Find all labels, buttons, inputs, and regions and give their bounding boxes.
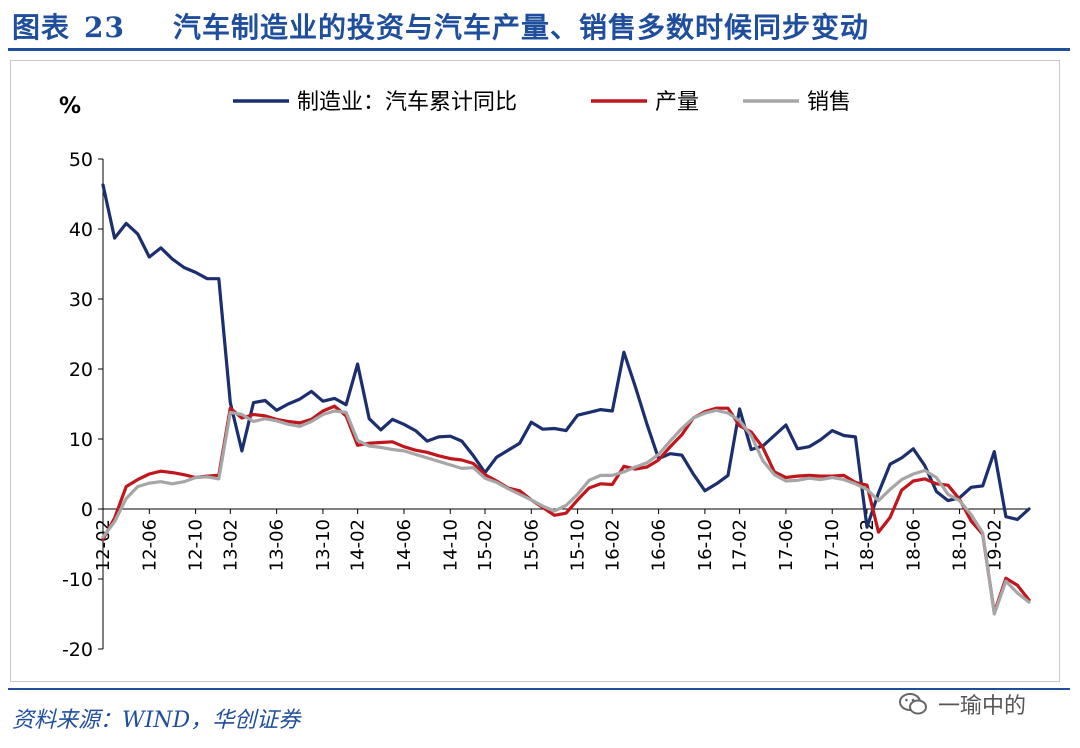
y-axis-label: % xyxy=(59,94,81,119)
x-tick-label: 15-10 xyxy=(568,519,589,571)
y-tick-label: -20 xyxy=(62,639,93,661)
watermark: 一瑜中的 xyxy=(898,688,1026,720)
x-tick-label: 16-10 xyxy=(695,519,716,571)
x-tick-label: 13-02 xyxy=(220,519,241,571)
wechat-icon xyxy=(899,693,927,715)
x-tick-label: 12-10 xyxy=(186,519,207,571)
y-tick-label: 0 xyxy=(81,499,93,521)
x-tick-label: 14-06 xyxy=(394,519,415,571)
x-tick-label: 12-02 xyxy=(93,519,114,571)
x-tick-label: 17-06 xyxy=(776,519,797,571)
title-divider xyxy=(8,48,1070,51)
x-tick-label: 13-06 xyxy=(267,519,288,571)
x-tick-label: 18-10 xyxy=(950,519,971,571)
series-line-2 xyxy=(101,404,1031,615)
x-tick-label: 14-02 xyxy=(348,519,369,571)
series-line-1 xyxy=(101,183,1031,529)
legend-label-3: 销售 xyxy=(807,90,851,115)
x-tick-label: 18-06 xyxy=(903,519,924,571)
x-tick-label: 15-06 xyxy=(521,519,542,571)
y-tick-label: 20 xyxy=(69,359,93,381)
y-tick-label: 10 xyxy=(69,429,93,451)
source-note: 资料来源：WIND，华创证券 xyxy=(12,708,301,733)
y-tick-label: 50 xyxy=(69,149,93,171)
y-tick-label: 30 xyxy=(69,289,93,311)
y-tick-label: 40 xyxy=(69,219,93,241)
x-tick-label: 17-10 xyxy=(822,519,843,571)
x-tick-label: 15-02 xyxy=(475,519,496,571)
series-line-3 xyxy=(101,408,1031,616)
figure-title: 图表 23 汽车制造业的投资与汽车产量、销售多数时候同步变动 xyxy=(12,6,869,46)
x-tick-label: 17-02 xyxy=(730,519,751,571)
x-tick-label: 16-02 xyxy=(602,519,623,571)
x-tick-label: 13-10 xyxy=(313,519,334,571)
x-tick-label: 14-10 xyxy=(440,519,461,571)
figure-label: 图表 xyxy=(12,11,71,44)
x-tick-label: 18-02 xyxy=(857,519,878,571)
figure-title-text: 汽车制造业的投资与汽车产量、销售多数时候同步变动 xyxy=(172,11,869,44)
y-tick-label: -10 xyxy=(62,569,93,591)
line-chart: -20 -10 0 10 20 30 40 50% 12-02 12-06 12-10 13-02 13… xyxy=(59,90,1031,661)
x-tick-label: 16-06 xyxy=(649,519,670,571)
legend-label-1: 制造业：汽车累计同比 xyxy=(297,90,517,115)
x-tick-label: 19-02 xyxy=(984,519,1005,571)
source-divider xyxy=(8,688,1070,690)
x-tick-label: 12-06 xyxy=(139,519,160,571)
watermark-text: 一瑜中的 xyxy=(938,694,1027,719)
figure-number: 23 xyxy=(84,11,125,44)
legend-label-2: 产量 xyxy=(655,90,699,115)
chart-frame: -20 -10 0 10 20 30 40 50% 12-02 12-06 12-10 13-02 13… xyxy=(10,60,1060,682)
